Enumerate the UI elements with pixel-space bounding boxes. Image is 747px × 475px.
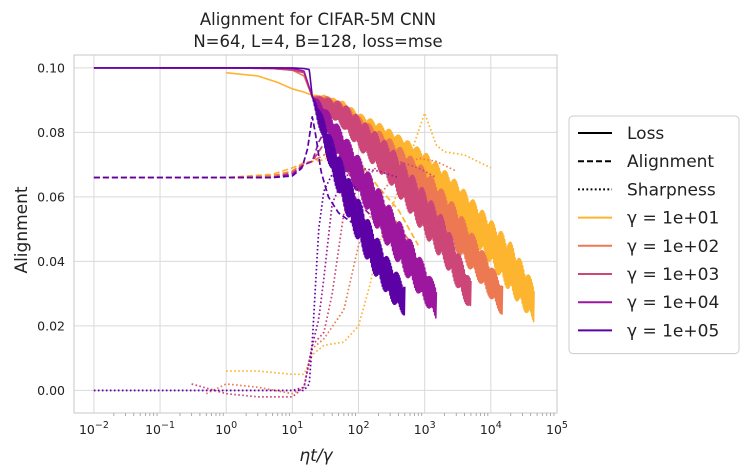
legend-label: γ = 1e+03 <box>627 265 719 285</box>
legend-label: γ = 1e+01 <box>627 209 719 229</box>
legend: Loss Alignment Sharpness γ = 1e+01 γ = 1e+02… <box>568 115 740 355</box>
x-tick-base: 10 <box>145 422 161 437</box>
alignment-line <box>93 147 411 243</box>
x-tick-label: 100 <box>215 420 237 437</box>
y-tick-label: 0.00 <box>37 383 65 398</box>
x-tick-base: 10 <box>348 422 364 437</box>
legend-label: γ = 1e+05 <box>627 321 719 341</box>
x-tick-label: 105 <box>546 420 568 437</box>
plot-frame <box>73 54 558 414</box>
x-tick-label: 101 <box>281 420 303 437</box>
legend-label: Loss <box>627 124 664 144</box>
x-tick-base: 10 <box>215 422 231 437</box>
x-axis-label: ηt/γ <box>299 446 333 466</box>
x-tick-base: 10 <box>414 422 430 437</box>
legend-label: Sharpness <box>627 180 716 200</box>
alignment-line <box>93 115 353 224</box>
x-tick-base: 10 <box>480 422 496 437</box>
y-tick-label: 0.10 <box>37 60 65 75</box>
x-tick-exponent: 1 <box>297 420 303 431</box>
x-tick-exponent: 4 <box>496 420 502 431</box>
chart-subtitle: N=64, L=4, B=128, loss=mse <box>193 32 442 51</box>
x-tick-label: 10−2 <box>79 420 109 437</box>
x-tick-exponent: 0 <box>231 420 237 431</box>
x-tick-base: 10 <box>546 422 562 437</box>
y-tick-label: 0.08 <box>37 125 65 140</box>
y-tick-label: 0.06 <box>37 189 65 204</box>
x-tick-label: 10−1 <box>145 420 175 437</box>
legend-label: γ = 1e+02 <box>627 237 719 257</box>
loss-line <box>93 67 406 316</box>
x-tick-label: 103 <box>414 420 436 437</box>
y-tick-label: 0.02 <box>37 318 65 333</box>
legend-box <box>568 115 740 355</box>
plot-series <box>93 67 535 398</box>
legend-label: γ = 1e+04 <box>627 293 719 313</box>
x-tick-label: 104 <box>480 420 502 437</box>
x-tick-exponent: 2 <box>363 420 369 431</box>
x-tick-base: 10 <box>79 422 95 437</box>
x-tick-exponent: 5 <box>562 420 568 431</box>
x-tick-exponent: −2 <box>95 420 109 431</box>
y-tick-label: 0.04 <box>37 254 65 269</box>
x-tick-exponent: 3 <box>430 420 436 431</box>
x-tick-base: 10 <box>281 422 297 437</box>
chart-title: Alignment for CIFAR-5M CNN <box>200 10 436 29</box>
x-tick-exponent: −1 <box>161 420 175 431</box>
y-axis-label: Alignment <box>12 186 32 273</box>
axis-ticks: 10−2 10−1 100 101 102 103 104 1050.000.020.040.… <box>37 60 568 437</box>
x-tick-label: 102 <box>348 420 370 437</box>
sharpness-line <box>226 112 492 376</box>
sharpness-line <box>93 173 360 392</box>
legend-label: Alignment <box>627 152 714 172</box>
